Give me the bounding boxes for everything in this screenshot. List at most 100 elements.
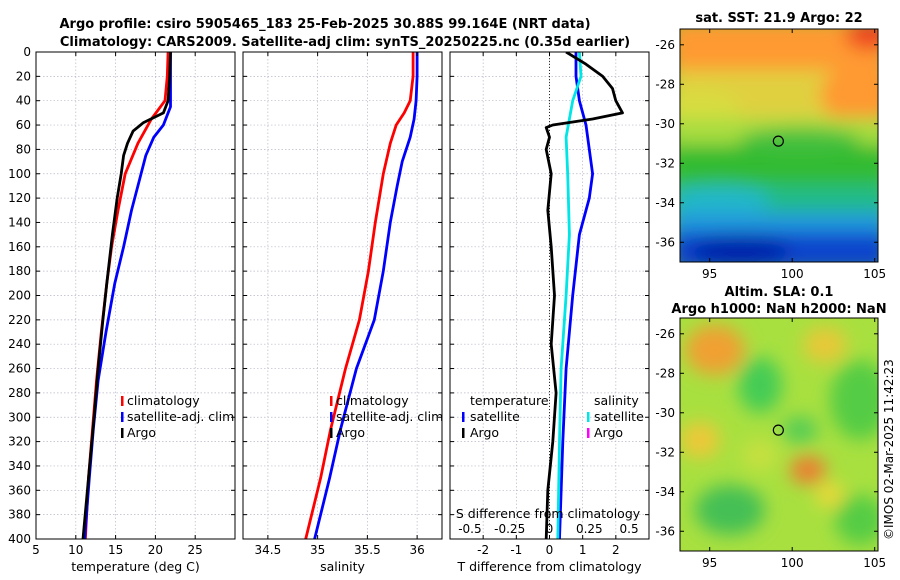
series-line-s-satellite: [556, 52, 583, 539]
x-tick-label: 0: [546, 543, 554, 557]
argo-location-marker: [772, 424, 784, 436]
s-difference-ticks: -0.5 -0.25 0 0.25 0.5: [458, 522, 638, 536]
s-difference-tick-label: -0.25: [494, 522, 525, 536]
legend-label-climatology: climatology: [336, 393, 409, 408]
y-tick-label: 400: [8, 532, 31, 546]
title-line-1: Argo profile: csiro 5905465_183 25-Feb-2…: [59, 17, 590, 32]
x-tick-label: 2: [612, 543, 620, 557]
y-tick-label: 40: [16, 94, 31, 108]
y-tick-label: 360: [8, 483, 31, 497]
legend-label-argo: Argo: [127, 425, 156, 440]
x-tick-label: 35: [310, 543, 325, 557]
x-axis-label: T difference from climatology: [456, 559, 642, 574]
x-tick-label: -2: [477, 543, 489, 557]
y-tick-label: 260: [8, 362, 31, 376]
legend-swatch-t-argo: [462, 428, 465, 438]
y-tick-label: -36: [655, 524, 675, 538]
x-tick-label: 25: [188, 543, 203, 557]
sst-title: sat. SST: 21.9 Argo: 22: [695, 11, 862, 26]
s-difference-tick-label: -0.5: [458, 522, 481, 536]
s-difference-tick-label: 0.25: [576, 522, 603, 536]
x-tick-label: -1: [510, 543, 522, 557]
sla-title-line-2: Argo h1000: NaN h2000: NaN: [671, 302, 886, 317]
y-tick-label: 180: [8, 264, 31, 278]
y-tick-label: 220: [8, 313, 31, 327]
x-tick-label: 36: [409, 543, 424, 557]
salinity-legend: climatology satellite-adj. clim Argo: [330, 393, 443, 440]
legend-label-argo: Argo: [336, 425, 365, 440]
sla-frame: [679, 317, 879, 552]
x-tick-label: 10: [68, 543, 83, 557]
x-tick-label: 95: [702, 556, 717, 570]
y-tick-label: 80: [16, 142, 31, 156]
legend-swatch-climatology: [121, 396, 124, 406]
x-tick-label: 34.5: [255, 543, 282, 557]
title-line-2: Climatology: CARS2009. Satellite-adj cli…: [60, 35, 630, 50]
difference-legend: temperature satellite Argo salinity sate…: [462, 393, 644, 440]
legend-label-t-satellite: satellite: [470, 409, 520, 424]
sla-title-line-1: Altim. SLA: 0.1: [725, 285, 834, 300]
series-line-climatology: [304, 52, 415, 539]
legend-label-s-satellite: satellite: [594, 409, 644, 424]
y-tick-label: -26: [655, 327, 675, 341]
sla-axes: 95 100 105 -26 -28 -30 -32 -34 -36: [655, 318, 886, 570]
x-tick-label: 35.5: [354, 543, 381, 557]
x-tick-label: 100: [781, 267, 804, 281]
y-tick-label: 160: [8, 240, 31, 254]
temperature-legend: climatology satellite-adj. clim Argo: [121, 393, 234, 440]
y-tick-label: -26: [655, 38, 675, 52]
y-tick-label: 320: [8, 435, 31, 449]
sst-axes: 95 100 105 -26 -28 -30 -32 -34 -36: [655, 29, 886, 281]
y-tick-label: -32: [655, 445, 675, 459]
legend-swatch-argo: [121, 428, 124, 438]
legend-label-t-argo: Argo: [470, 425, 499, 440]
argo-location-marker: [772, 135, 784, 147]
x-tick-label: 15: [108, 543, 123, 557]
s-difference-label: S difference from climatology: [456, 506, 641, 521]
y-tick-label: 380: [8, 508, 31, 522]
salinity-panel: 34.5 35 35.5 36 salinity: [242, 51, 443, 574]
x-tick-label: 20: [148, 543, 163, 557]
difference-panel: -2 -1 0 1 2 T difference from climatology: [449, 51, 650, 574]
legend-label-s-argo: Argo: [594, 425, 623, 440]
y-tick-label: -30: [655, 406, 675, 420]
x-tick-label: 95: [702, 267, 717, 281]
legend-swatch-satellite: [330, 412, 333, 422]
y-tick-label: 20: [16, 69, 31, 83]
y-tick-label: 300: [8, 410, 31, 424]
y-tick-label: -28: [655, 366, 675, 380]
legend-label-temperature: temperature: [470, 393, 549, 408]
series-group: [81, 52, 172, 539]
y-tick-label: -34: [655, 485, 675, 499]
series-group: [304, 52, 419, 539]
sst-frame: [679, 28, 879, 263]
y-tick-label: 0: [23, 45, 31, 59]
x-tick-label: 105: [863, 556, 886, 570]
legend-swatch-climatology: [330, 396, 333, 406]
y-tick-label: 60: [16, 118, 31, 132]
legend-swatch-s-argo: [587, 428, 590, 438]
s-difference-tick-label: 0.5: [620, 522, 639, 536]
imos-timestamp: ©IMOS 02-Mar-2025 11:42:23: [882, 359, 896, 540]
legend-label-climatology: climatology: [127, 393, 200, 408]
series-line-t-satellite: [558, 52, 594, 539]
y-tick-label: -30: [655, 117, 675, 131]
x-tick-label: 100: [781, 556, 804, 570]
y-tick-label: -28: [655, 77, 675, 91]
y-tick-label: 200: [8, 289, 31, 303]
legend-swatch-s-satellite: [587, 412, 590, 422]
x-tick-label: 5: [32, 543, 40, 557]
y-tick-label: 100: [8, 167, 31, 181]
sst-map: [680, 29, 878, 262]
series-line-t-argo: [544, 52, 624, 539]
legend-swatch-t-satellite: [462, 412, 465, 422]
series-group: [544, 52, 624, 539]
y-tick-label: 140: [8, 215, 31, 229]
y-tick-label: -34: [655, 196, 675, 210]
legend-swatch-satellite: [121, 412, 124, 422]
y-tick-label: 120: [8, 191, 31, 205]
series-line-argo: [81, 52, 172, 539]
x-tick-label: 105: [863, 267, 886, 281]
x-tick-label: 1: [579, 543, 587, 557]
